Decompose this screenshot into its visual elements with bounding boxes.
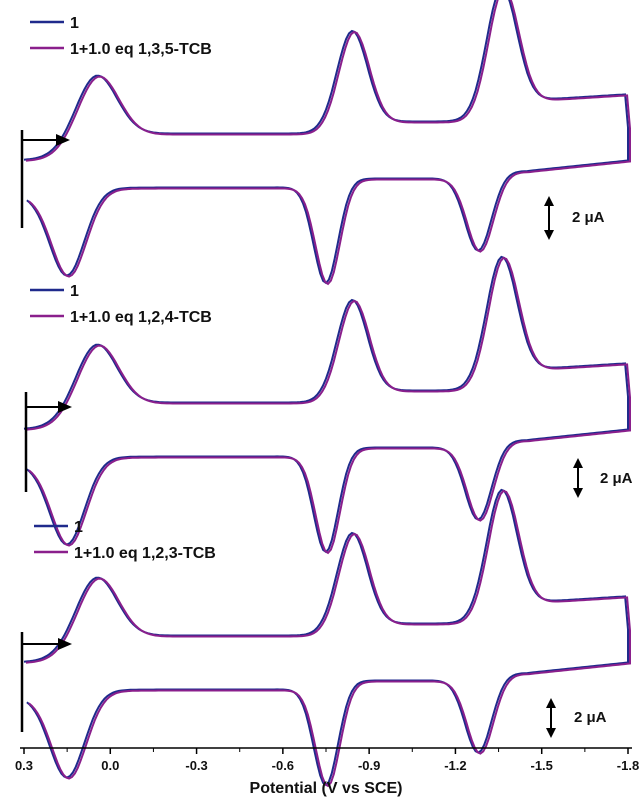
panel-1-series-2-curve bbox=[25, 0, 631, 286]
panel-2-series-1-curve bbox=[23, 255, 629, 554]
panel-3-legend-label-2: 1+1.0 eq 1,2,3-TCB bbox=[74, 545, 216, 562]
x-tick-label: 0.0 bbox=[101, 758, 119, 773]
x-tick-label: -0.6 bbox=[272, 758, 294, 773]
panel-2-start-arrow-head bbox=[58, 401, 72, 413]
x-tick-label: -0.3 bbox=[185, 758, 207, 773]
panel-3: 1 1+1.0 eq 1,2,3-TCB 2 μA bbox=[20, 488, 631, 788]
panel-3-scale-bar bbox=[546, 698, 556, 738]
x-tick-label: 0.3 bbox=[15, 758, 33, 773]
panel-1-scale-bar bbox=[544, 196, 554, 240]
x-tick-label: -1.5 bbox=[531, 758, 553, 773]
panel-1-scale-label: 2 μA bbox=[572, 209, 605, 226]
panel-2-scale-label: 2 μA bbox=[600, 470, 633, 487]
panel-2-series-2-curve bbox=[25, 256, 631, 555]
x-tick-label: -1.8 bbox=[617, 758, 639, 773]
panel-3-scale-label: 2 μA bbox=[574, 709, 607, 726]
x-tick-label: -1.2 bbox=[444, 758, 466, 773]
panel-3-series-2-curve bbox=[25, 489, 631, 788]
panel-1-legend-label-2: 1+1.0 eq 1,3,5-TCB bbox=[70, 41, 212, 58]
panel-3-series-1-curve bbox=[23, 488, 629, 787]
panel-2-scale-bar bbox=[573, 458, 583, 498]
panel-1-start-arrow-head bbox=[56, 134, 70, 146]
panel-1: 1 1+1.0 eq 1,3,5-TCB 2 μA bbox=[20, 0, 631, 286]
panel-1-legend-label-1: 1 bbox=[70, 15, 79, 32]
x-tick-label: -0.9 bbox=[358, 758, 380, 773]
panel-2-legend-label-1: 1 bbox=[70, 283, 79, 300]
x-axis: Potential (V vs SCE) 0.3 0.0 -0.3 -0.6 -0.9 -… bbox=[15, 747, 639, 797]
panel-3-legend-label-1: 1 bbox=[74, 519, 83, 536]
panel-2-legend-label-2: 1+1.0 eq 1,2,4-TCB bbox=[70, 309, 212, 326]
panel-3-start-arrow-head bbox=[58, 638, 72, 650]
x-axis-title: Potential (V vs SCE) bbox=[250, 780, 403, 797]
panel-2: 1 1+1.0 eq 1,2,4-TCB 2 μA bbox=[23, 255, 633, 555]
